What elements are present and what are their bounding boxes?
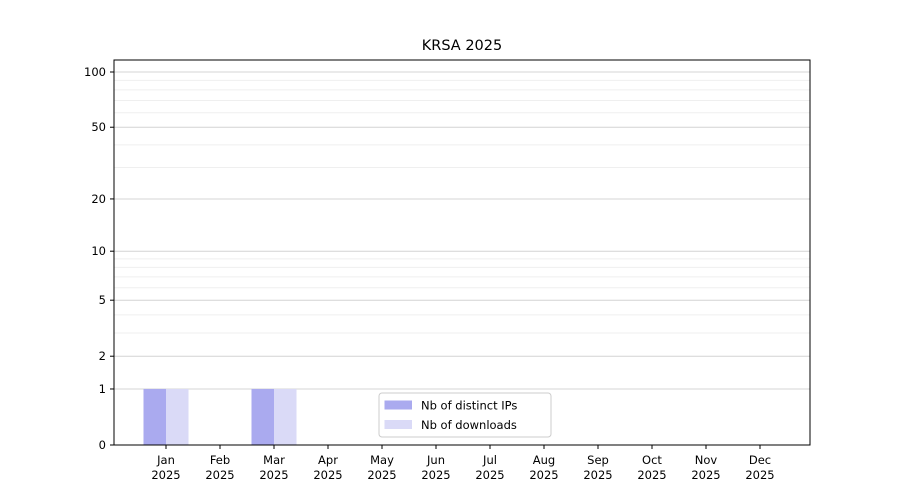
x-tick-label-month: Sep [587, 453, 609, 467]
legend-swatch [384, 420, 412, 429]
x-tick-label-month: Jun [426, 453, 445, 467]
x-tick-label-month: Oct [642, 453, 662, 467]
y-tick-label: 50 [91, 120, 106, 134]
y-tick-label: 10 [91, 244, 106, 258]
x-tick-label-year: 2025 [151, 468, 180, 482]
x-tick-label-month: Nov [695, 453, 718, 467]
x-tick-label-year: 2025 [367, 468, 396, 482]
plot-background [114, 60, 810, 445]
axes-border [113, 59, 811, 446]
x-tick-label-month: Jan [156, 453, 175, 467]
y-tick-label: 100 [84, 65, 106, 79]
x-tick-label-month: Dec [749, 453, 771, 467]
legend-label: Nb of distinct IPs [421, 399, 517, 413]
x-tick-label-year: 2025 [529, 468, 558, 482]
y-tick-label: 20 [91, 192, 106, 206]
x-tick-label-year: 2025 [745, 468, 774, 482]
x-tick-label-year: 2025 [475, 468, 504, 482]
bar-mar-ips [251, 388, 274, 445]
bar-jan-downloads [166, 388, 189, 445]
legend-box [378, 392, 552, 438]
y-tick-label: 2 [99, 349, 106, 363]
y-tick-label: 0 [99, 438, 106, 452]
x-tick-label-year: 2025 [583, 468, 612, 482]
x-tick-label-month: Jul [482, 453, 497, 467]
plot-area: 0125102050100Jan2025Feb2025Mar2025Apr202… [84, 59, 811, 482]
x-tick-label-month: May [370, 453, 394, 467]
x-tick-label-year: 2025 [637, 468, 666, 482]
x-tick-label-month: Feb [210, 453, 230, 467]
legend: Nb of distinct IPs Nb of downloads [378, 392, 552, 438]
x-tick-label-year: 2025 [205, 468, 234, 482]
y-tick-label: 1 [99, 382, 106, 396]
chart-title: KRSA 2025 [422, 38, 503, 54]
x-tick-label-year: 2025 [421, 468, 450, 482]
x-tick-label-year: 2025 [259, 468, 288, 482]
y-tick-label: 5 [99, 293, 106, 307]
x-tick-label-year: 2025 [691, 468, 720, 482]
legend-label: Nb of downloads [421, 418, 517, 432]
legend-swatch [384, 400, 412, 410]
x-tick-label-month: Mar [263, 453, 285, 467]
bar-mar-downloads [274, 388, 297, 445]
x-tick-label-year: 2025 [313, 468, 342, 482]
bar-jan-ips [143, 388, 166, 445]
x-tick-label-month: Apr [318, 453, 338, 467]
x-tick-label-month: Aug [533, 453, 555, 467]
